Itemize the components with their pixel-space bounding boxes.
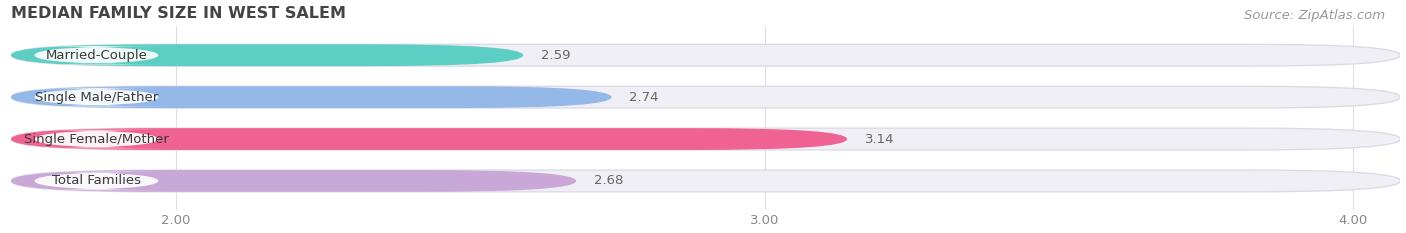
- Text: Single Male/Father: Single Male/Father: [35, 91, 157, 104]
- Text: 2.59: 2.59: [541, 49, 571, 62]
- FancyBboxPatch shape: [28, 46, 165, 65]
- Text: Married-Couple: Married-Couple: [45, 49, 148, 62]
- Text: Total Families: Total Families: [52, 175, 141, 187]
- FancyBboxPatch shape: [28, 130, 165, 148]
- Text: Single Female/Mother: Single Female/Mother: [24, 133, 169, 146]
- FancyBboxPatch shape: [11, 170, 576, 192]
- Text: 2.74: 2.74: [630, 91, 658, 104]
- Text: Source: ZipAtlas.com: Source: ZipAtlas.com: [1244, 9, 1385, 22]
- Text: MEDIAN FAMILY SIZE IN WEST SALEM: MEDIAN FAMILY SIZE IN WEST SALEM: [11, 6, 346, 21]
- FancyBboxPatch shape: [11, 44, 523, 66]
- FancyBboxPatch shape: [11, 128, 1400, 150]
- FancyBboxPatch shape: [11, 86, 612, 108]
- FancyBboxPatch shape: [11, 44, 1400, 66]
- Text: 3.14: 3.14: [865, 133, 894, 146]
- FancyBboxPatch shape: [28, 88, 165, 106]
- FancyBboxPatch shape: [11, 86, 1400, 108]
- Text: 2.68: 2.68: [593, 175, 623, 187]
- FancyBboxPatch shape: [11, 170, 1400, 192]
- FancyBboxPatch shape: [11, 128, 846, 150]
- FancyBboxPatch shape: [28, 172, 165, 190]
